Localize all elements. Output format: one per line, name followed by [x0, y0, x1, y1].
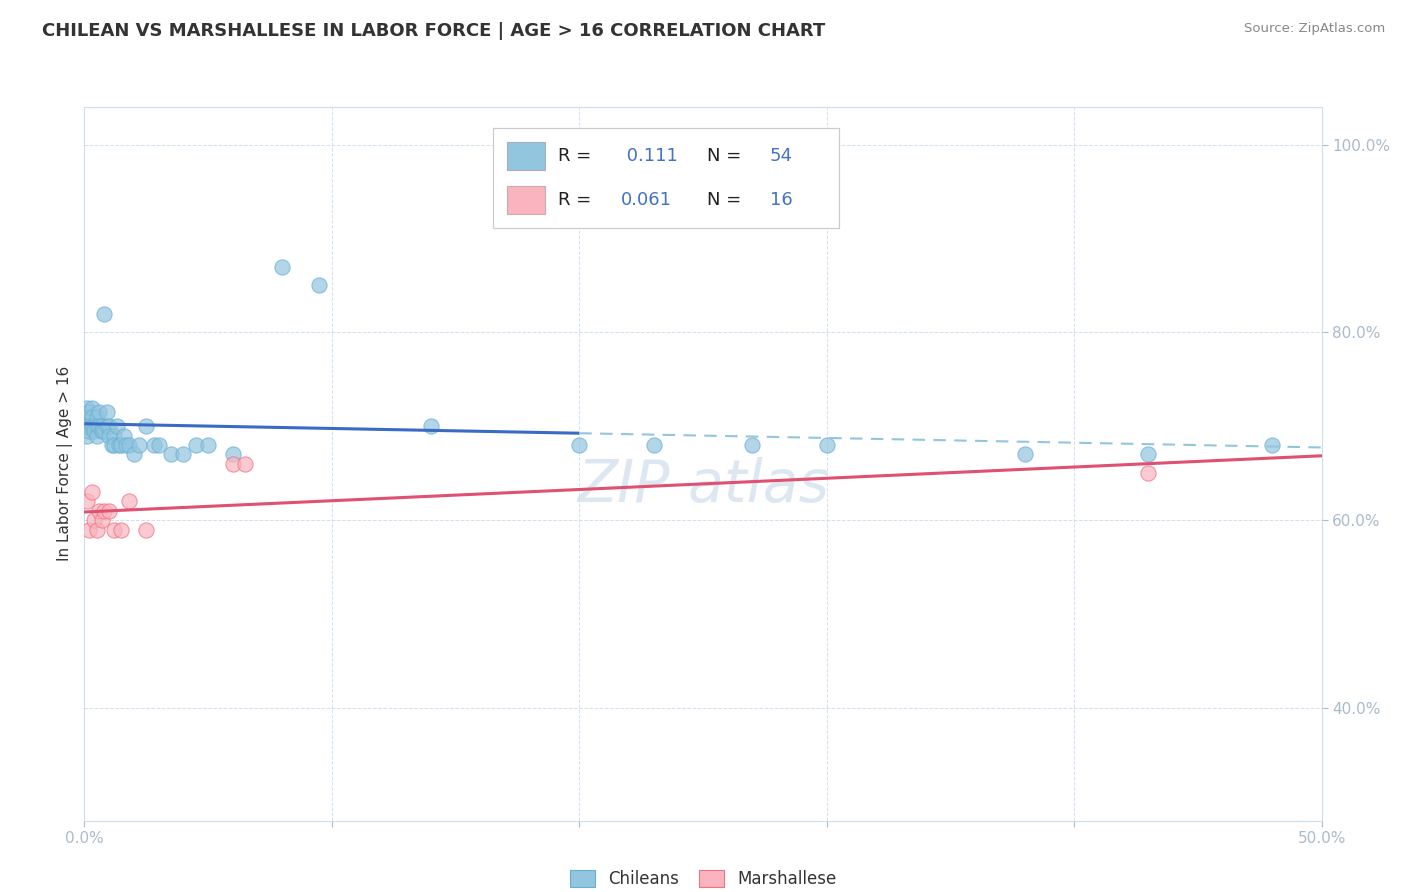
- Point: [79, 523, 101, 537]
- Point: [112, 428, 135, 442]
- Point: [103, 523, 125, 537]
- Text: Source: ZipAtlas.com: Source: ZipAtlas.com: [1244, 22, 1385, 36]
- Point: [110, 523, 132, 537]
- Point: [76, 401, 98, 415]
- Point: [160, 447, 183, 461]
- Point: [122, 447, 145, 461]
- Point: [197, 438, 219, 452]
- Point: [96, 405, 118, 419]
- Point: [100, 438, 122, 452]
- Point: [90, 513, 112, 527]
- Point: [76, 428, 98, 442]
- Point: [93, 307, 115, 321]
- Point: [135, 523, 157, 537]
- Point: [90, 419, 112, 434]
- Point: [83, 513, 105, 527]
- Point: [80, 401, 103, 415]
- Point: [118, 438, 141, 452]
- Point: [222, 457, 245, 471]
- Point: [1261, 438, 1284, 452]
- Point: [103, 428, 125, 442]
- Point: [118, 494, 141, 508]
- Point: [98, 504, 121, 518]
- Point: [89, 419, 111, 434]
- Point: [1014, 447, 1036, 461]
- Point: [643, 438, 665, 452]
- Point: [128, 438, 150, 452]
- Point: [93, 504, 115, 518]
- Text: CHILEAN VS MARSHALLESE IN LABOR FORCE | AGE > 16 CORRELATION CHART: CHILEAN VS MARSHALLESE IN LABOR FORCE | …: [42, 22, 825, 40]
- Point: [98, 419, 121, 434]
- Point: [148, 438, 170, 452]
- Point: [89, 405, 111, 419]
- Point: [271, 260, 294, 274]
- Point: [110, 438, 132, 452]
- Point: [86, 523, 108, 537]
- Point: [419, 419, 441, 434]
- Point: [172, 447, 194, 461]
- Point: [142, 438, 165, 452]
- Point: [76, 419, 98, 434]
- Point: [96, 419, 118, 434]
- Point: [105, 419, 128, 434]
- Point: [222, 447, 245, 461]
- Point: [80, 409, 103, 424]
- Point: [184, 438, 207, 452]
- Point: [79, 424, 101, 438]
- Point: [83, 419, 105, 434]
- Y-axis label: In Labor Force | Age > 16: In Labor Force | Age > 16: [58, 367, 73, 561]
- Point: [1137, 467, 1160, 481]
- Point: [89, 504, 111, 518]
- Point: [86, 419, 108, 434]
- Point: [568, 438, 591, 452]
- Point: [76, 409, 98, 424]
- Point: [90, 424, 112, 438]
- Point: [115, 438, 138, 452]
- Point: [80, 419, 103, 434]
- Point: [93, 424, 115, 438]
- Point: [815, 438, 838, 452]
- Point: [103, 438, 125, 452]
- Point: [86, 428, 108, 442]
- Point: [98, 428, 121, 442]
- Point: [79, 405, 101, 419]
- Point: [76, 494, 98, 508]
- Point: [1137, 447, 1160, 461]
- Point: [86, 409, 108, 424]
- Point: [108, 438, 131, 452]
- Point: [308, 278, 330, 293]
- Point: [233, 457, 256, 471]
- Text: ZIP atlas: ZIP atlas: [576, 457, 830, 514]
- Legend: Chileans, Marshallese: Chileans, Marshallese: [562, 863, 844, 892]
- Point: [135, 419, 157, 434]
- Point: [79, 419, 101, 434]
- Point: [741, 438, 763, 452]
- Point: [83, 424, 105, 438]
- Point: [80, 485, 103, 500]
